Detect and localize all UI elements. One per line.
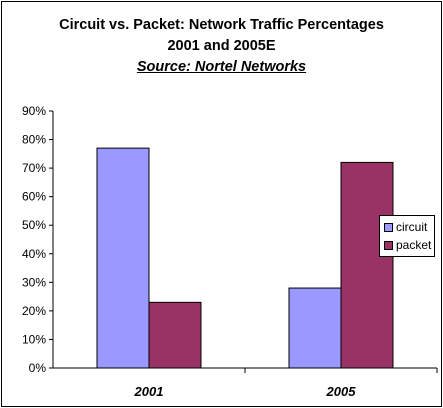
y-tick-label: 70% <box>22 161 46 175</box>
legend-swatch-circuit <box>384 222 393 232</box>
bar-packet-2001 <box>148 301 202 369</box>
y-tick-label: 40% <box>22 247 46 261</box>
legend-label-circuit: circuit <box>396 220 428 234</box>
bar-packet-2005 <box>340 161 394 369</box>
y-tick-label: 60% <box>22 190 46 204</box>
legend-swatch-packet <box>384 240 393 250</box>
y-tick-label: 30% <box>22 275 46 289</box>
bar-circuit-2001 <box>96 147 150 369</box>
chart-title: Circuit vs. Packet: Network Traffic Perc… <box>59 17 384 33</box>
y-tick-label: 90% <box>22 104 46 118</box>
y-tick-label: 50% <box>22 218 46 232</box>
y-tick-label: 20% <box>22 304 46 318</box>
legend-item-packet: packet <box>384 238 431 252</box>
x-tick-label: 2005 <box>326 384 357 399</box>
legend-item-circuit: circuit <box>384 220 427 234</box>
chart-subtitle: 2001 and 2005E <box>167 38 276 54</box>
x-tick-label: 2001 <box>134 384 164 399</box>
y-tick-label: 0% <box>29 361 47 375</box>
y-tick-label: 10% <box>22 332 46 346</box>
chart-source: Source: Nortel Networks <box>136 59 307 75</box>
y-tick-label: 80% <box>22 133 46 147</box>
bar-circuit-2005 <box>288 287 342 369</box>
chart-legend: circuit packet <box>379 215 435 257</box>
legend-label-packet: packet <box>396 238 432 252</box>
